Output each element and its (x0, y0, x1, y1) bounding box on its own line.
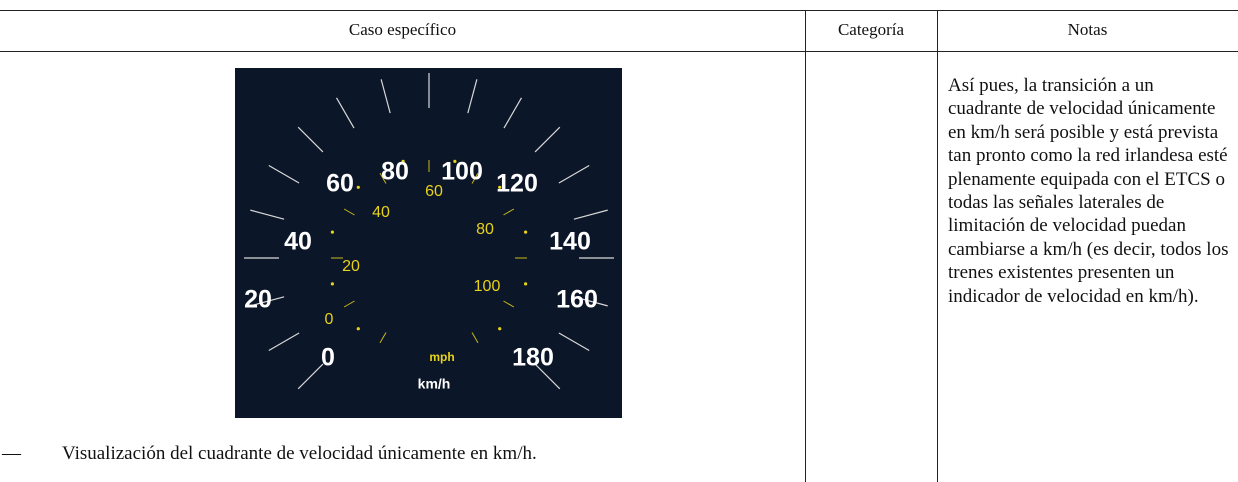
kmh-label: 20 (244, 286, 272, 314)
kmh-label: 40 (284, 228, 312, 256)
mph-tick (379, 332, 387, 344)
dial-tick (250, 296, 285, 307)
kmh-label: 160 (556, 286, 598, 314)
dial-tick (297, 363, 324, 390)
figure-caption: Visualización del cuadrante de velocidad… (62, 443, 537, 464)
mph-dot (523, 282, 528, 286)
dial-tick (268, 164, 300, 184)
mph-dot (401, 159, 405, 164)
mph-dot (356, 327, 360, 331)
dial-tick (534, 363, 561, 390)
mph-tick (503, 300, 515, 308)
mph-dot (523, 230, 528, 234)
kmh-label: 180 (512, 344, 554, 372)
dial-tick (573, 209, 608, 220)
mph-dot (356, 185, 360, 189)
dial-tick (467, 79, 478, 114)
mph-label: 40 (372, 204, 390, 221)
dial-tick (297, 126, 324, 153)
mph-label: 60 (425, 183, 443, 200)
dial-tick (380, 79, 391, 114)
mph-unit: mph (429, 350, 454, 364)
speed-dial-figure: 0 20 40 60 80 100 120 140 160 180 0 20 40 60 80 100 mph k… (235, 68, 622, 418)
mph-label: 20 (342, 258, 360, 275)
dial-tick (558, 332, 590, 352)
dial-tick (503, 97, 523, 129)
mph-dot (330, 282, 335, 286)
mph-dot (498, 327, 502, 331)
mph-dot (453, 159, 457, 164)
mph-tick (471, 332, 479, 344)
header-bottom-border (0, 51, 1238, 52)
dial-tick (534, 126, 561, 153)
table-top-border (0, 10, 1238, 11)
kmh-label: 80 (381, 158, 409, 186)
dial-tick (250, 209, 285, 220)
column-divider (805, 10, 806, 482)
mph-tick (343, 208, 355, 216)
dial-tick (335, 97, 355, 129)
dial-background (235, 68, 622, 418)
mph-tick (343, 300, 355, 308)
dial-tick (573, 296, 608, 307)
mph-label: 80 (476, 221, 494, 238)
mph-tick (471, 172, 479, 184)
mph-dot (498, 185, 502, 189)
kmh-label: 0 (321, 344, 335, 372)
mph-label: 100 (474, 278, 501, 295)
mph-dot (330, 230, 335, 234)
dial-tick (558, 164, 590, 184)
kmh-label: 140 (549, 228, 591, 256)
column-header: Caso específico (348, 20, 457, 39)
dial-tick (268, 332, 300, 352)
kmh-label: 60 (326, 170, 354, 198)
column-header: Notas (1067, 20, 1108, 39)
column-header: Categoría (837, 20, 905, 39)
column-divider (937, 10, 938, 482)
kmh-label: 100 (441, 158, 483, 186)
kmh-unit: km/h (418, 376, 451, 392)
notes-text: Así pues, la transición a un cuadrante d… (948, 75, 1229, 307)
mph-tick (503, 208, 515, 216)
list-marker: — (2, 443, 21, 464)
mph-label: 0 (325, 311, 334, 328)
mph-tick (379, 172, 387, 184)
kmh-label: 120 (496, 170, 538, 198)
